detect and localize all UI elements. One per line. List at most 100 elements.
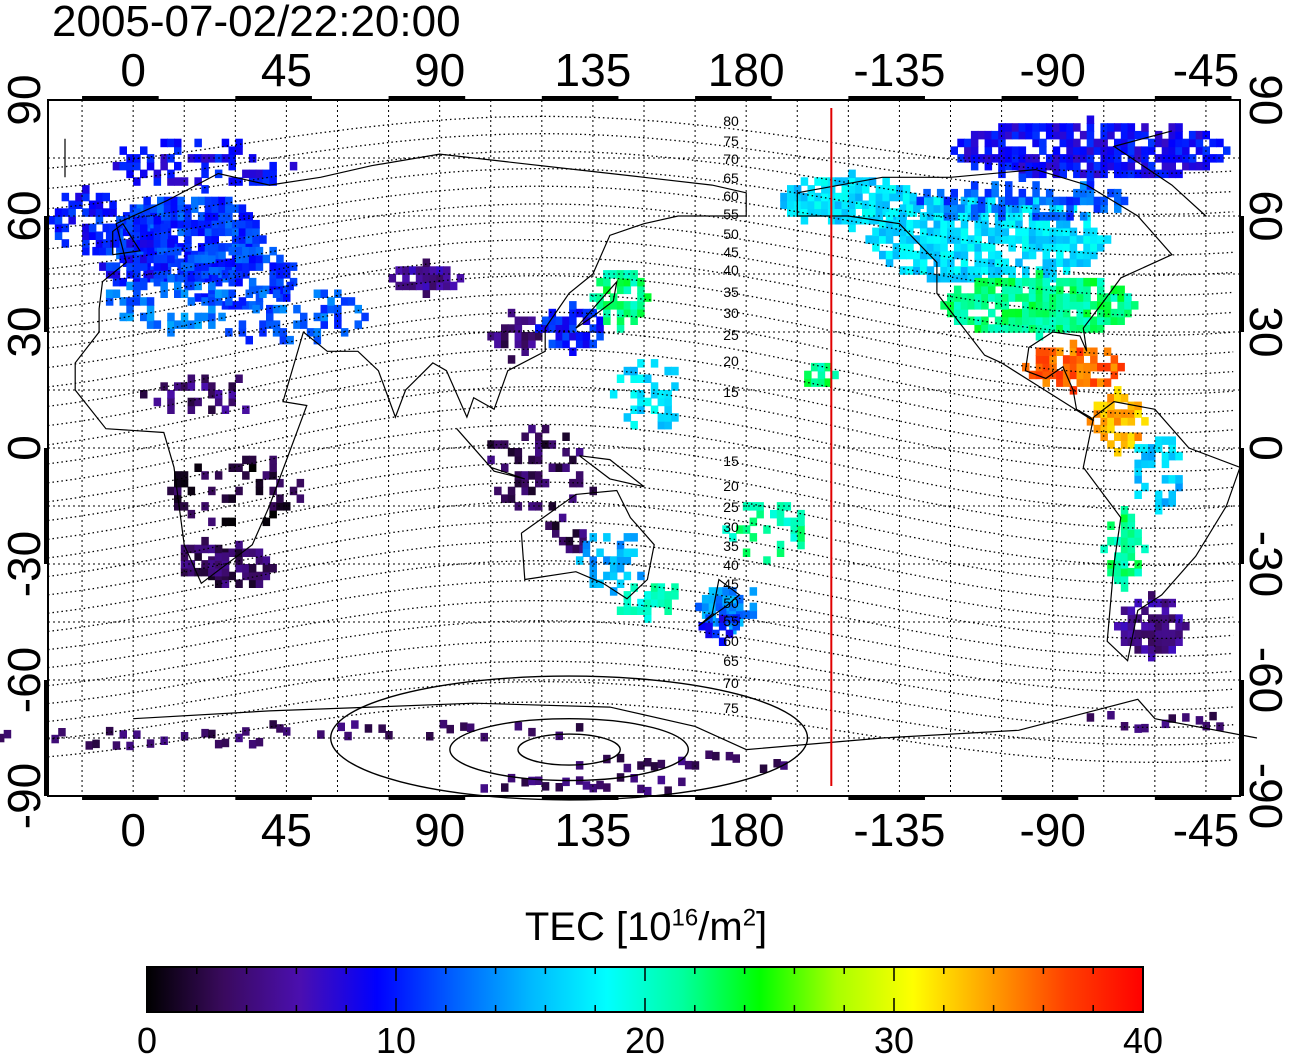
- tec-cell: [1161, 436, 1170, 445]
- tec-cell: [722, 594, 730, 604]
- tec-cell: [1120, 606, 1129, 615]
- tec-cell: [1086, 146, 1095, 155]
- tec-cell: [970, 138, 979, 148]
- tec-cell: [201, 560, 209, 569]
- tec-cell: [1022, 301, 1030, 310]
- tec-cell: [1076, 293, 1084, 302]
- tec-cell: [841, 200, 849, 209]
- tec-cell: [402, 281, 410, 291]
- tec-cell: [1107, 424, 1115, 434]
- tec-cell: [82, 239, 90, 248]
- tec-cell: [988, 285, 996, 295]
- tec-cell: [521, 478, 529, 488]
- tec-cell: [1168, 714, 1176, 723]
- tec-cell: [1011, 196, 1020, 206]
- tec-cell: [1107, 567, 1115, 577]
- tec-cell: [541, 316, 550, 325]
- tec-cell: [1134, 529, 1142, 538]
- lat-tick-left: -90: [0, 763, 50, 829]
- tec-cell: [1134, 146, 1142, 155]
- tec-cell: [1032, 169, 1040, 179]
- tec-cell: [218, 258, 226, 267]
- tec-cell: [1093, 196, 1102, 206]
- tec-cell: [957, 204, 965, 213]
- tec-cell: [494, 332, 502, 341]
- tec-cell: [112, 289, 121, 298]
- tec-cell: [1076, 250, 1084, 260]
- tec-cell: [609, 571, 618, 581]
- tec-cell: [657, 390, 666, 399]
- tec-cell: [214, 544, 223, 554]
- tec-cell: [1148, 451, 1156, 461]
- tec-cell: [197, 227, 206, 237]
- tec-cell: [204, 204, 213, 213]
- tec-cell: [787, 200, 795, 209]
- tec-cell: [988, 243, 996, 252]
- tec-cell: [1175, 123, 1183, 132]
- tec-cell: [1107, 440, 1115, 449]
- tec-cell: [514, 722, 523, 731]
- tec-cell: [211, 219, 219, 229]
- tec-cell: [214, 471, 223, 480]
- tec-cell: [558, 536, 567, 546]
- tec-cell: [1161, 161, 1170, 171]
- tec-cell: [1076, 355, 1084, 364]
- tec-cell: [167, 320, 175, 329]
- tec-cell: [637, 390, 645, 399]
- tec-cell: [1120, 130, 1129, 140]
- tec-cell: [1052, 169, 1061, 179]
- tec-cell: [991, 130, 999, 140]
- tec-cell: [1086, 161, 1095, 171]
- tec-cell: [862, 185, 870, 194]
- tec-cell: [879, 219, 887, 229]
- tec-cell: [1076, 235, 1084, 244]
- frame-segment: [44, 448, 48, 564]
- tec-cell: [1175, 169, 1183, 179]
- tec-cell: [1090, 250, 1098, 260]
- tec-cell: [1008, 212, 1016, 221]
- tec-cell: [1079, 130, 1088, 140]
- tec-cell: [644, 374, 652, 383]
- tec-cell: [133, 254, 141, 264]
- tec-cell: [1035, 227, 1044, 237]
- tec-cell: [1066, 154, 1074, 163]
- tec-cell: [1062, 308, 1071, 318]
- contour-label-north: 55: [723, 206, 739, 222]
- tec-cell: [105, 246, 114, 256]
- tec-cell: [180, 567, 189, 577]
- tec-cell: [1093, 204, 1102, 213]
- tec-cell: [1049, 258, 1057, 267]
- tec-cell: [521, 432, 529, 441]
- tec-cell: [187, 374, 196, 383]
- tec-cell: [1056, 285, 1064, 295]
- contour-label-south: 50: [723, 595, 739, 611]
- tec-cell: [1022, 308, 1030, 318]
- tec-cell: [967, 196, 975, 206]
- tec-cell: [1069, 227, 1078, 237]
- tec-cell: [334, 320, 342, 329]
- tec-cell: [1056, 378, 1064, 387]
- tec-cell: [981, 266, 989, 275]
- tec-cell: [1069, 324, 1078, 333]
- tec-cell: [296, 478, 305, 488]
- tec-cell: [1066, 196, 1074, 206]
- tec-cell: [1168, 629, 1176, 639]
- tec-cell: [817, 362, 826, 372]
- tec-cell: [657, 420, 666, 430]
- tec-cell: [1090, 362, 1098, 372]
- tec-cell: [712, 751, 720, 761]
- tec-cell: [68, 216, 76, 225]
- tec-cell: [535, 448, 543, 457]
- tec-cell: [1148, 645, 1156, 654]
- tec-cell: [528, 486, 536, 496]
- tec-cell: [112, 161, 121, 171]
- tec-cell: [926, 243, 935, 252]
- lon-tick-top: 0: [120, 44, 146, 96]
- tec-cell: [1114, 409, 1122, 418]
- tec-cell: [862, 177, 870, 186]
- tec-cell: [1120, 567, 1129, 577]
- tec-cell: [1168, 138, 1176, 148]
- tec-cell: [109, 223, 117, 233]
- tec-cell: [235, 486, 243, 496]
- tec-cell: [228, 548, 236, 557]
